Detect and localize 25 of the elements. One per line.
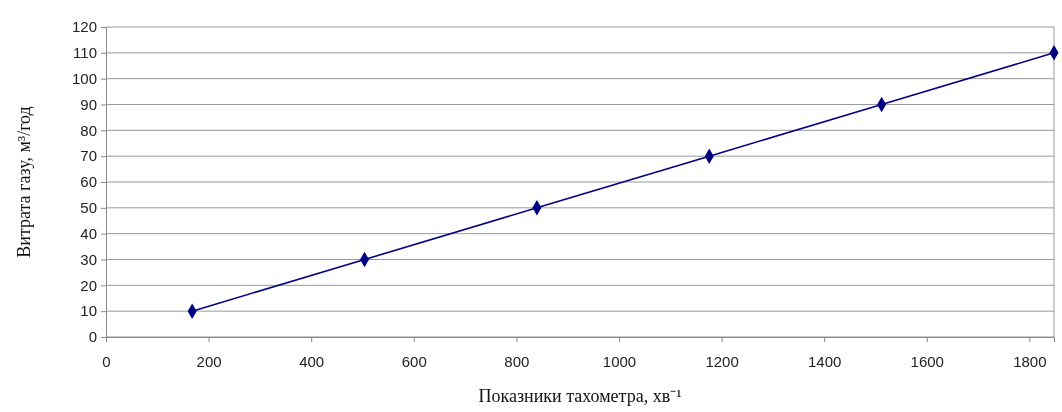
y-tick-label: 40 <box>80 224 97 242</box>
x-tick-label: 600 <box>401 352 427 370</box>
y-tick-label: 90 <box>80 95 97 113</box>
y-tick-label: 70 <box>80 147 97 165</box>
y-tick-label: 50 <box>80 199 97 217</box>
y-axis-title: Витрата газу, м³/год <box>14 106 34 258</box>
y-tick-label: 0 <box>88 328 97 346</box>
y-tick-label: 110 <box>73 44 97 62</box>
y-tick-label: 30 <box>80 250 97 268</box>
x-axis-title: Показники тахометра, хв⁻¹ <box>478 386 682 406</box>
x-tick-label: 800 <box>504 352 530 370</box>
x-tick-label: 1800 <box>1013 352 1047 370</box>
y-tick-label: 120 <box>71 18 97 36</box>
x-tick-label: 400 <box>299 352 325 370</box>
x-tick-label: 1000 <box>602 352 637 370</box>
x-tick-label: 1400 <box>807 352 842 370</box>
x-tick-label: 200 <box>196 352 222 370</box>
x-tick-label: 1200 <box>705 352 739 370</box>
y-tick-label: 100 <box>71 69 97 87</box>
y-tick-label: 20 <box>80 276 97 294</box>
x-tick-label: 1600 <box>910 352 944 370</box>
y-tick-label: 60 <box>80 173 97 191</box>
y-tick-label: 10 <box>80 302 97 320</box>
x-tick-label: 0 <box>102 352 111 370</box>
y-tick-label: 80 <box>80 121 97 139</box>
